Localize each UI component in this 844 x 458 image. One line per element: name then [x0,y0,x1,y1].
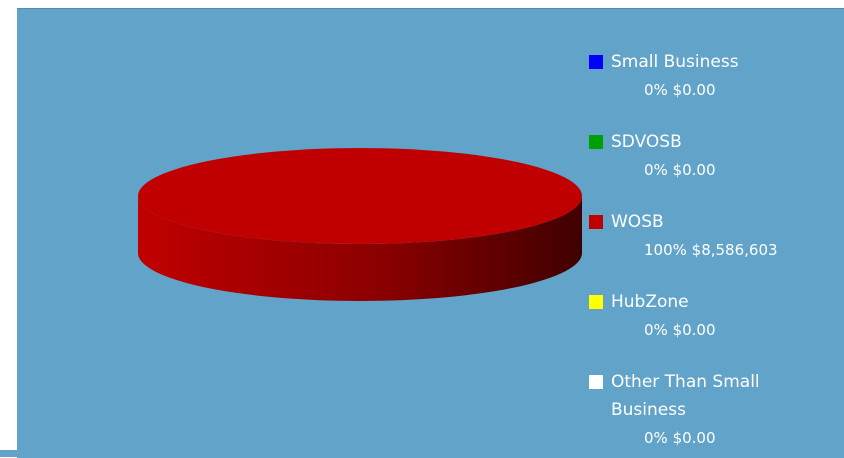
legend-swatch [589,375,603,389]
legend: Small Business 0% $0.00 SDVOSB 0% $0.00 WOSB… [589,48,829,452]
legend-head: Other Than Small Business [589,368,829,424]
legend-entry: WOSB 100% $8,586,603 [589,208,829,264]
data-label: 0% $0.00 [644,429,716,447]
data-label: 0% $0.00 [644,81,716,99]
legend-label: HubZone [611,292,689,312]
legend-label: Small Business [611,52,739,72]
legend-swatch [589,215,603,229]
data-label: 0% $0.00 [644,161,716,179]
legend-head: Small Business [589,48,829,76]
window-edge [0,450,17,457]
legend-head: WOSB [589,208,829,236]
legend-head: SDVOSB [589,128,829,156]
legend-entry: Small Business 0% $0.00 [589,48,829,104]
legend-entry: Other Than Small Business 0% $0.00 [589,368,829,452]
legend-label: SDVOSB [611,132,682,152]
pie-slice [138,148,582,244]
legend-head: HubZone [589,288,829,316]
legend-swatch [589,55,603,69]
legend-label: WOSB [611,212,664,232]
pie-side [138,196,582,301]
data-label: 0% $0.00 [644,321,716,339]
legend-entry: SDVOSB 0% $0.00 [589,128,829,184]
legend-entry: HubZone 0% $0.00 [589,288,829,344]
legend-swatch [589,295,603,309]
legend-swatch [589,135,603,149]
legend-label: Other Than Small Business [611,372,760,420]
data-label: 100% $8,586,603 [644,241,778,259]
